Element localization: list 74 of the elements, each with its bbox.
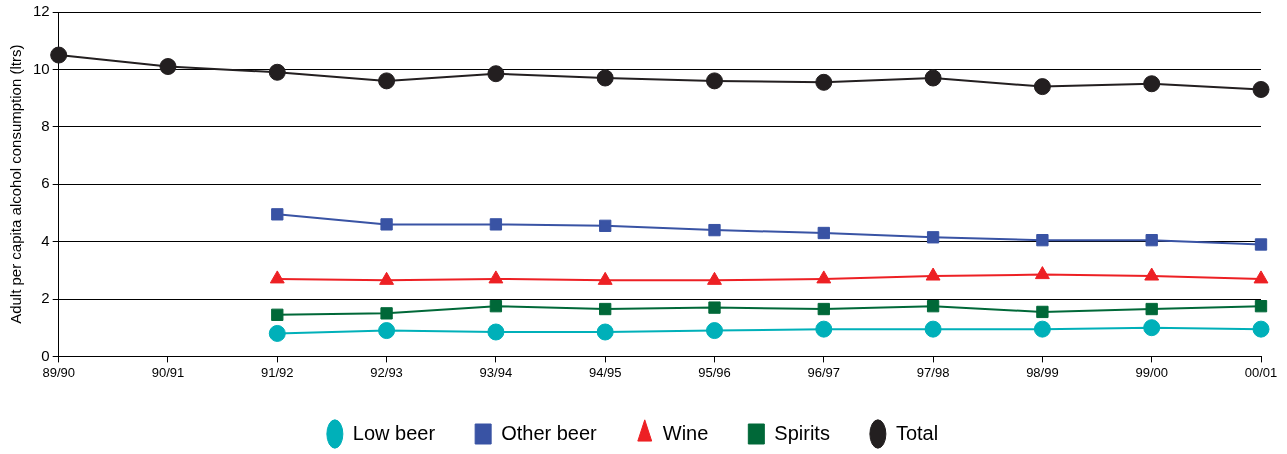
point	[378, 72, 396, 90]
x-tick-label: 90/91	[151, 364, 185, 380]
point	[159, 58, 177, 76]
y-tick-label: 12	[33, 2, 50, 20]
point	[596, 69, 614, 87]
point	[380, 307, 393, 320]
point	[924, 69, 942, 87]
point	[1034, 266, 1050, 280]
point	[380, 218, 393, 231]
x-tick-label: 93/94	[479, 364, 513, 380]
x-tick-label: 91/92	[261, 364, 294, 380]
point	[378, 322, 396, 340]
point	[268, 324, 286, 342]
point	[817, 226, 830, 240]
point	[488, 270, 504, 284]
point	[815, 320, 833, 338]
x-tick-label: 94/95	[588, 364, 622, 380]
point	[1144, 267, 1160, 281]
point	[1036, 234, 1049, 247]
point	[924, 320, 942, 338]
y-tick-label: 8	[41, 116, 50, 134]
y-tick-label: 10	[33, 59, 50, 77]
point	[1143, 319, 1161, 337]
point	[708, 223, 721, 237]
point	[925, 267, 941, 281]
point	[599, 302, 612, 316]
point	[487, 323, 505, 341]
point	[271, 308, 284, 321]
point	[926, 300, 940, 313]
point	[489, 218, 503, 231]
point	[1036, 305, 1049, 319]
point	[1252, 320, 1270, 338]
y-tick-label: 6	[41, 174, 50, 192]
x-tick-label: 89/90	[42, 364, 75, 380]
point	[817, 302, 830, 316]
point	[705, 322, 723, 340]
point	[599, 219, 612, 232]
y-axis-title: Adult per capita alcohol consumption (ltrs)	[7, 44, 25, 324]
point	[1253, 270, 1269, 284]
point	[708, 301, 721, 314]
x-tick-label: 00/01	[1244, 364, 1278, 380]
point	[1254, 238, 1268, 251]
x-tick-label: 98/99	[1026, 364, 1059, 380]
point	[489, 300, 503, 313]
legend-label: Wine	[662, 421, 709, 444]
point	[815, 73, 833, 91]
y-tick-label: 4	[41, 231, 50, 249]
point	[268, 63, 286, 81]
y-tick-label: 0	[41, 346, 50, 364]
point	[1033, 320, 1051, 338]
point	[816, 270, 832, 284]
legend-label: Low beer	[352, 421, 436, 444]
point	[1033, 78, 1051, 96]
legend-label: Total	[895, 421, 939, 444]
point	[50, 46, 68, 64]
point	[1145, 302, 1158, 316]
y-tick-label: 2	[41, 289, 50, 307]
point	[926, 231, 940, 244]
x-tick-label: 92/93	[370, 364, 403, 380]
x-tick-label: 99/00	[1135, 364, 1168, 380]
point	[487, 65, 505, 83]
x-tick-label: 96/97	[807, 364, 841, 380]
legend-label: Spirits	[774, 421, 830, 444]
point	[596, 323, 614, 341]
point	[271, 208, 284, 221]
point	[1254, 300, 1268, 313]
legend-label: Other beer	[501, 421, 598, 444]
x-tick-label: 97/98	[916, 364, 950, 380]
point	[1143, 75, 1161, 93]
x-tick-label: 95/96	[698, 364, 731, 380]
point	[1145, 234, 1158, 247]
point	[269, 270, 285, 284]
point	[705, 72, 723, 90]
point	[1252, 80, 1270, 98]
